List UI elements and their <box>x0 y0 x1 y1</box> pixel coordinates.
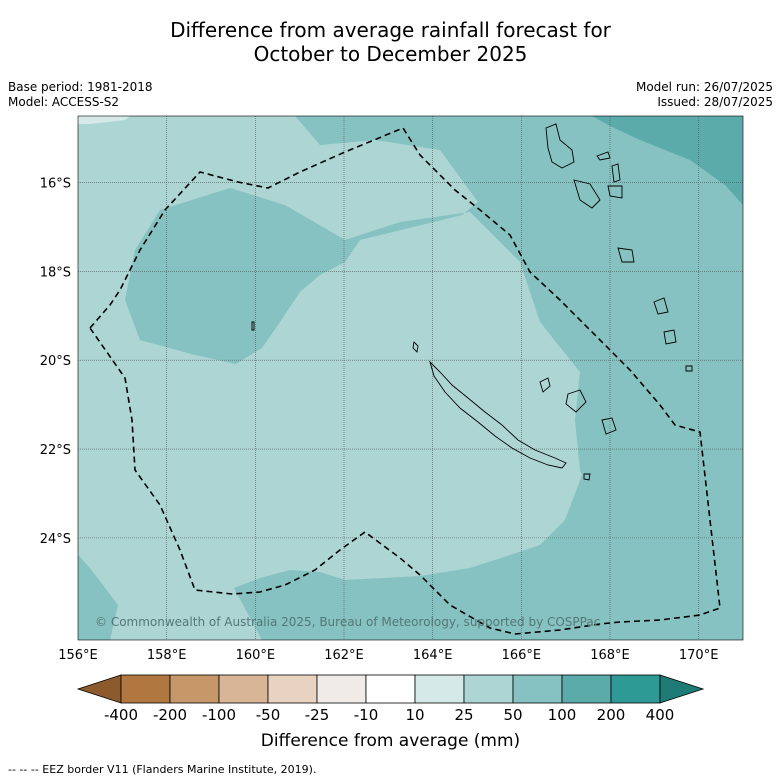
island-small-2 <box>251 321 255 331</box>
contour-50-100-main <box>125 116 743 640</box>
colorbar-segment <box>512 674 563 704</box>
lat-tick-label: 18°S <box>40 265 71 280</box>
colorbar-extend-low <box>76 674 122 704</box>
title-line-1: Difference from average rainfall forecas… <box>170 18 611 42</box>
coastlines <box>251 123 693 481</box>
latitude-ticks: 16°S 18°S 20°S 22°S 24°S <box>40 177 71 547</box>
lat-tick-label: 22°S <box>40 443 71 458</box>
colorbar-segment <box>365 674 416 704</box>
contour-50-100-southwest <box>78 555 118 640</box>
lon-tick-label: 170°E <box>679 648 719 663</box>
vanuatu-island-4 <box>611 163 621 183</box>
vanuatu-efate <box>607 185 623 199</box>
colorbar-tick-label: 50 <box>503 706 522 724</box>
colorbar-extend-high <box>659 674 705 704</box>
colorbar-segment <box>120 674 171 704</box>
vanuatu-espiritu-santo <box>545 123 575 169</box>
lat-tick-label: 24°S <box>40 532 71 547</box>
colorbar-tick-label: -50 <box>256 706 281 724</box>
title-line-2: October to December 2025 <box>253 42 528 66</box>
loyalty-island-3 <box>601 417 617 435</box>
loyalty-island-2 <box>565 389 587 413</box>
colorbar-tick-label: -100 <box>202 706 236 724</box>
colorbar-segment <box>169 674 220 704</box>
lon-tick-label: 160°E <box>236 648 276 663</box>
lon-tick-label: 164°E <box>413 648 453 663</box>
colorbar-segment <box>267 674 318 704</box>
model-run: Model run: 26/07/2025 <box>635 80 773 94</box>
contour-100-200 <box>592 116 743 205</box>
vanuatu-island-6 <box>663 329 677 345</box>
lat-tick-label: 16°S <box>40 177 71 192</box>
colorbar-segment <box>414 674 465 704</box>
belep-island <box>412 341 419 353</box>
vanuatu-island-3 <box>573 179 601 209</box>
colorbar-tick-label: 400 <box>646 706 675 724</box>
longitude-ticks: 156°E 158°E 160°E 162°E 164°E 166°E 168°E 170°E <box>58 648 718 663</box>
eez-border <box>88 127 721 635</box>
contour-fill <box>78 116 743 640</box>
meta-left: Base period: 1981-2018 Model: ACCESS-S2 <box>8 80 153 110</box>
colorbar-labels: -400 -200 -100 -50 -25 -10 10 25 50 100 200 400 <box>104 706 674 724</box>
colorbar-segment <box>561 674 612 704</box>
eez-footer-note: -- -- -- EEZ border V11 (Flanders Marine… <box>8 763 317 776</box>
map-frame <box>77 115 744 641</box>
loyalty-island-1 <box>539 377 551 393</box>
lon-tick-label: 158°E <box>147 648 187 663</box>
lon-tick-label: 168°E <box>590 648 630 663</box>
isle-of-pines <box>583 473 591 481</box>
colorbar <box>76 674 705 704</box>
base-period: Base period: 1981-2018 <box>8 80 153 94</box>
map-title: Difference from average rainfall forecas… <box>0 18 781 66</box>
lon-tick-label: 166°E <box>502 648 542 663</box>
colorbar-tick-label: -200 <box>153 706 187 724</box>
copyright-notice: © Commonwealth of Australia 2025, Bureau… <box>95 615 600 629</box>
lat-tick-label: 20°S <box>40 354 71 369</box>
island-small-1 <box>685 365 693 372</box>
new-caledonia-island <box>429 360 567 469</box>
colorbar-tick-label: -25 <box>305 706 330 724</box>
model-name: Model: ACCESS-S2 <box>8 95 120 109</box>
colorbar-tick-label: 100 <box>548 706 577 724</box>
colorbar-tick-label: 10 <box>405 706 424 724</box>
contour-10-25-northwest <box>78 116 130 124</box>
colorbar-tick-label: 25 <box>454 706 473 724</box>
colorbar-tick-label: -400 <box>104 706 138 724</box>
vanuatu-tanna <box>617 247 635 263</box>
colorbar-tick-label: 200 <box>597 706 626 724</box>
colorbar-segment <box>463 674 514 704</box>
colorbar-tick-label: -10 <box>354 706 379 724</box>
colorbar-title: Difference from average (mm) <box>260 731 521 751</box>
vanuatu-island-2 <box>596 151 611 161</box>
meta-right: Model run: 26/07/2025 Issued: 28/07/2025 <box>636 80 773 110</box>
vanuatu-island-5 <box>653 297 669 315</box>
issued-date: Issued: 28/07/2025 <box>657 95 773 109</box>
grid-lines <box>78 116 743 640</box>
colorbar-segment <box>610 674 661 704</box>
colorbar-segment <box>218 674 269 704</box>
lon-tick-label: 162°E <box>324 648 364 663</box>
colorbar-segment <box>316 674 367 704</box>
lon-tick-label: 156°E <box>58 648 98 663</box>
